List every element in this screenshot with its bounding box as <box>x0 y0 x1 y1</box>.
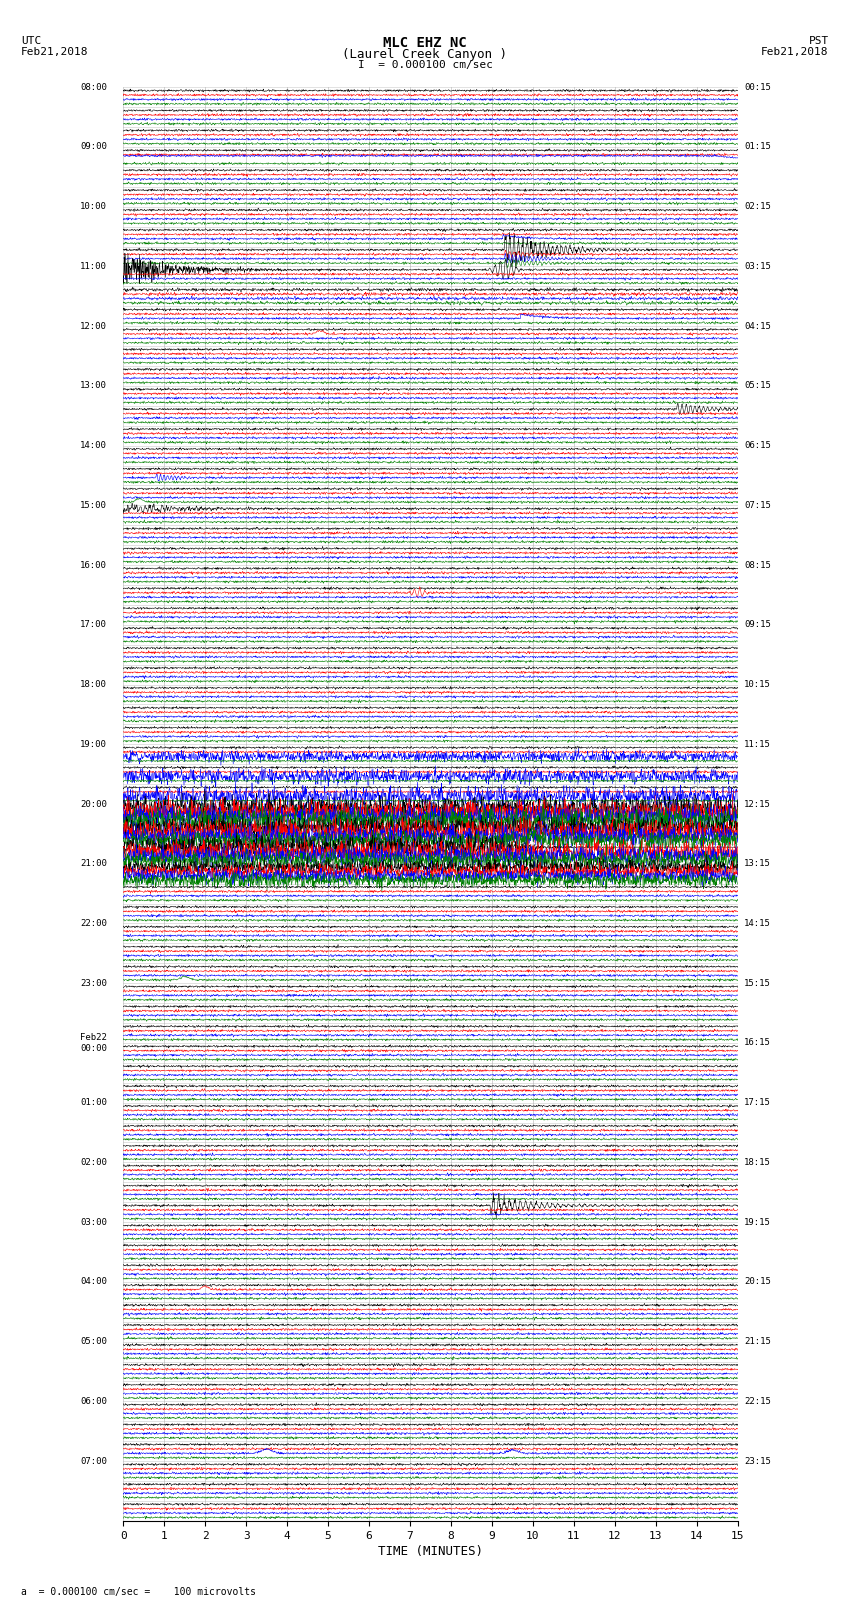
Text: 20:15: 20:15 <box>744 1277 771 1286</box>
Text: (Laurel Creek Canyon ): (Laurel Creek Canyon ) <box>343 48 507 61</box>
Text: Feb22
00:00: Feb22 00:00 <box>80 1034 107 1053</box>
Text: 10:15: 10:15 <box>744 681 771 689</box>
Text: 04:00: 04:00 <box>80 1277 107 1286</box>
Text: 03:00: 03:00 <box>80 1218 107 1226</box>
Text: 00:15: 00:15 <box>744 82 771 92</box>
Text: 21:00: 21:00 <box>80 860 107 868</box>
Text: 08:15: 08:15 <box>744 561 771 569</box>
Text: 23:15: 23:15 <box>744 1457 771 1466</box>
Text: 21:15: 21:15 <box>744 1337 771 1347</box>
Text: Feb21,2018: Feb21,2018 <box>21 47 88 56</box>
Text: 15:00: 15:00 <box>80 502 107 510</box>
Text: 07:00: 07:00 <box>80 1457 107 1466</box>
Text: 19:15: 19:15 <box>744 1218 771 1226</box>
Text: 17:00: 17:00 <box>80 621 107 629</box>
Text: 02:15: 02:15 <box>744 202 771 211</box>
Text: PST: PST <box>808 37 829 47</box>
Text: 12:15: 12:15 <box>744 800 771 808</box>
Text: Feb21,2018: Feb21,2018 <box>762 47 829 56</box>
Text: 20:00: 20:00 <box>80 800 107 808</box>
Text: 02:00: 02:00 <box>80 1158 107 1166</box>
Text: 09:15: 09:15 <box>744 621 771 629</box>
Text: 05:00: 05:00 <box>80 1337 107 1347</box>
Text: 01:15: 01:15 <box>744 142 771 152</box>
Text: 22:00: 22:00 <box>80 919 107 927</box>
Text: 11:15: 11:15 <box>744 740 771 748</box>
Text: 11:00: 11:00 <box>80 261 107 271</box>
Text: MLC EHZ NC: MLC EHZ NC <box>383 37 467 50</box>
Text: 06:15: 06:15 <box>744 440 771 450</box>
X-axis label: TIME (MINUTES): TIME (MINUTES) <box>378 1545 483 1558</box>
Text: 16:15: 16:15 <box>744 1039 771 1047</box>
Text: 19:00: 19:00 <box>80 740 107 748</box>
Text: 05:15: 05:15 <box>744 381 771 390</box>
Text: 14:00: 14:00 <box>80 440 107 450</box>
Text: 16:00: 16:00 <box>80 561 107 569</box>
Text: 04:15: 04:15 <box>744 321 771 331</box>
Text: 09:00: 09:00 <box>80 142 107 152</box>
Text: 07:15: 07:15 <box>744 502 771 510</box>
Text: UTC: UTC <box>21 37 42 47</box>
Text: 18:15: 18:15 <box>744 1158 771 1166</box>
Text: 22:15: 22:15 <box>744 1397 771 1407</box>
Text: 15:15: 15:15 <box>744 979 771 987</box>
Text: 10:00: 10:00 <box>80 202 107 211</box>
Text: a  = 0.000100 cm/sec =    100 microvolts: a = 0.000100 cm/sec = 100 microvolts <box>21 1587 256 1597</box>
Text: 06:00: 06:00 <box>80 1397 107 1407</box>
Text: 13:15: 13:15 <box>744 860 771 868</box>
Text: 14:15: 14:15 <box>744 919 771 927</box>
Text: I  = 0.000100 cm/sec: I = 0.000100 cm/sec <box>358 60 492 71</box>
Text: 13:00: 13:00 <box>80 381 107 390</box>
Text: 01:00: 01:00 <box>80 1098 107 1107</box>
Text: 17:15: 17:15 <box>744 1098 771 1107</box>
Text: 12:00: 12:00 <box>80 321 107 331</box>
Text: 18:00: 18:00 <box>80 681 107 689</box>
Text: 23:00: 23:00 <box>80 979 107 987</box>
Text: 08:00: 08:00 <box>80 82 107 92</box>
Text: 03:15: 03:15 <box>744 261 771 271</box>
